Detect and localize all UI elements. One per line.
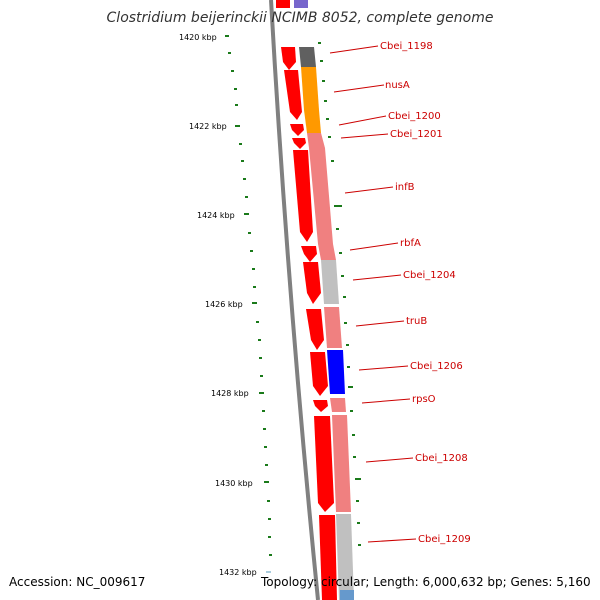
cds-arrow: [290, 124, 304, 136]
gene-label: Cbei_1198: [380, 41, 433, 52]
label-leaders: [329, 45, 417, 543]
gene-label: Cbei_1209: [418, 534, 471, 545]
cds-arrow: [293, 150, 313, 242]
cds-arrow: [314, 416, 334, 512]
cds-arrow: [292, 138, 306, 149]
cds-arrow: [281, 47, 296, 70]
gene-label: Cbei_1206: [410, 361, 463, 372]
ruler-label: 1424 kbp: [197, 211, 235, 220]
gene-label: nusA: [385, 80, 410, 91]
cds-arrow: [301, 246, 317, 262]
gc-skew-track: [225, 35, 272, 573]
gene-label: Cbei_1204: [403, 270, 456, 281]
map-title: Clostridium beijerinckii NCIMB 8052, com…: [107, 10, 494, 26]
topology-text: Topology: circular; Length: 6,000,632 bp…: [261, 575, 591, 589]
ruler-label: 1428 kbp: [211, 389, 249, 398]
gene-label: Cbei_1201: [390, 129, 443, 140]
cds-track: [281, 47, 337, 600]
gene-labels: Cbei_1198 nusA Cbei_1200 Cbei_1201 infB …: [380, 41, 471, 545]
gene-label: rbfA: [400, 238, 421, 249]
gene-label: Cbei_1200: [388, 111, 441, 122]
ruler-label: 1432 kbp: [219, 568, 257, 577]
cds-arrow: [284, 70, 302, 120]
gene-label: Cbei_1208: [415, 453, 468, 464]
gene-label: truB: [406, 316, 427, 327]
cds-arrow: [310, 352, 328, 396]
cds-arrow: [306, 309, 324, 350]
ruler-label: 1422 kbp: [189, 122, 227, 131]
ruler-label: 1430 kbp: [215, 479, 253, 488]
gene-label: rpsO: [412, 394, 436, 405]
category-track: [299, 47, 354, 600]
ruler-label: 1426 kbp: [205, 300, 243, 309]
feature-ring-top: [276, 0, 308, 8]
accession-text: Accession: NC_009617: [9, 575, 146, 589]
gc-content-track: [318, 42, 361, 546]
cds-arrow: [313, 400, 328, 412]
cds-arrow: [319, 515, 337, 600]
ruler-label: 1420 kbp: [179, 33, 217, 42]
genome-backbone: [269, 0, 320, 600]
position-ruler: 1420 kbp 1422 kbp 1424 kbp 1426 kbp 1428…: [179, 33, 257, 577]
gene-label: infB: [395, 182, 415, 193]
cds-arrow: [303, 262, 321, 304]
